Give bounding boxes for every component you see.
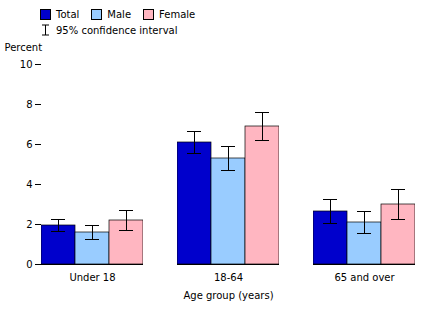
svg-text:10: 10 [20, 59, 33, 70]
html-text:Male: Male [107, 8, 131, 20]
html-text:Female: Female [159, 8, 196, 20]
html-text:Total: Total [56, 8, 80, 20]
svg-text:2: 2 [26, 219, 32, 230]
svg-text:0: 0 [26, 259, 32, 270]
html-text:95% confidence interval: 95% confidence interval [56, 24, 178, 36]
svg-text:Age group (years): Age group (years) [183, 290, 273, 301]
svg-text:65 and over: 65 and over [334, 272, 395, 283]
svg-text:18-64: 18-64 [214, 272, 243, 283]
svg-text:8: 8 [26, 99, 32, 110]
svg-text:6: 6 [26, 139, 32, 150]
svg-text:Under 18: Under 18 [69, 272, 115, 283]
svg-text:4: 4 [26, 179, 32, 190]
svg-text:Percent: Percent [5, 42, 43, 53]
